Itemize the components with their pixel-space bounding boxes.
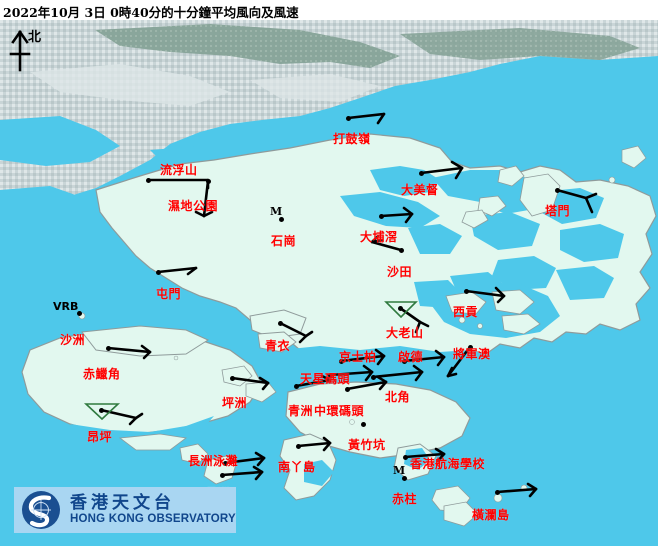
station-label[interactable]: 大埔滘 (360, 230, 398, 244)
station-label[interactable]: 青洲 (288, 404, 314, 418)
station-marker[interactable] (403, 455, 408, 460)
station-label[interactable]: 西貢 (453, 305, 479, 319)
high-station-triangle-icon (83, 301, 418, 421)
hko-logo: 香港天文台 HONG KONG OBSERVATORY (14, 487, 236, 533)
station-marker[interactable] (398, 306, 403, 311)
map-canvas[interactable]: 打鼓嶺流浮山濕地公園 M 石崗 大美督塔門大埔滘沙田西貢大老山 屯門 VRB 沙洲赤鱲角 青衣… (0, 20, 658, 546)
station-marker[interactable] (345, 387, 350, 392)
station-marker[interactable] (223, 461, 228, 466)
station-marker[interactable] (294, 384, 299, 389)
station-label[interactable]: 京士柏 (339, 350, 377, 364)
station-marker[interactable] (464, 289, 469, 294)
station-label[interactable]: 南丫島 (278, 460, 316, 474)
north-arrow-icon (9, 30, 31, 72)
station-marker[interactable] (206, 179, 211, 184)
logo-title-en: HONG KONG OBSERVATORY (70, 513, 236, 526)
station-marker[interactable] (555, 188, 560, 193)
station-marker[interactable] (328, 373, 333, 378)
station-label[interactable]: 青衣 (265, 339, 291, 353)
station-marker[interactable] (361, 422, 366, 427)
station-flag-variable: VRB (53, 300, 79, 313)
station-marker[interactable] (495, 490, 500, 495)
page-title: 2022年10月 3日 0時40分的十分鐘平均風向及風速 (3, 5, 299, 20)
station-label[interactable]: 沙洲 (60, 333, 86, 347)
station-marker[interactable] (220, 473, 225, 478)
station-label[interactable]: 長洲泳灘 (188, 454, 239, 468)
logo-text: 香港天文台 HONG KONG OBSERVATORY (70, 492, 236, 526)
station-label[interactable]: 坪洲 (222, 396, 248, 410)
station-label[interactable]: 打鼓嶺 (333, 132, 371, 146)
station-label[interactable]: 中環碼頭 (314, 404, 365, 418)
wind-barbs-layer (83, 112, 598, 498)
station-label[interactable]: 大美督 (401, 183, 439, 197)
station-label[interactable]: 將軍澳 (453, 347, 491, 361)
station-marker[interactable] (156, 270, 161, 275)
station-label[interactable]: 塔門 (545, 204, 571, 218)
logo-title-zh: 香港天文台 (70, 492, 175, 513)
station-label[interactable]: 濕地公園 (168, 199, 219, 213)
station-marker[interactable] (146, 178, 151, 183)
station-flag-missing: M (393, 464, 406, 477)
hko-logo-icon (22, 491, 60, 529)
station-label[interactable]: 啟德 (398, 350, 424, 364)
station-marker[interactable] (419, 171, 424, 176)
station-flag-missing: M (270, 205, 283, 218)
station-marker[interactable] (379, 214, 384, 219)
station-label[interactable]: 橫瀾島 (472, 508, 510, 522)
station-label[interactable]: 昂坪 (87, 430, 113, 444)
station-marker[interactable] (402, 476, 407, 481)
station-marker[interactable] (230, 376, 235, 381)
map-geography (0, 20, 658, 546)
station-label[interactable]: 流浮山 (160, 163, 198, 177)
station-marker[interactable] (468, 345, 473, 350)
station-label[interactable]: 黃竹坑 (348, 438, 386, 452)
station-marker[interactable] (399, 248, 404, 253)
station-marker[interactable] (346, 116, 351, 121)
station-marker[interactable] (371, 375, 376, 380)
station-marker[interactable] (77, 311, 82, 316)
title-bar: 2022年10月 3日 0時40分的十分鐘平均風向及風速 (0, 0, 658, 20)
station-label[interactable]: 屯門 (156, 287, 182, 301)
station-marker[interactable] (402, 359, 407, 364)
station-label[interactable]: 赤柱 (392, 492, 418, 506)
north-label: 北 (28, 30, 42, 45)
station-marker[interactable] (106, 346, 111, 351)
station-label[interactable]: 香港航海學校 (410, 457, 486, 471)
station-marker[interactable] (99, 408, 104, 413)
station-marker[interactable] (296, 444, 301, 449)
station-label[interactable]: 大老山 (386, 326, 424, 340)
station-marker[interactable] (279, 217, 284, 222)
station-marker[interactable] (339, 359, 344, 364)
station-marker[interactable] (278, 321, 283, 326)
station-label[interactable]: 沙田 (387, 265, 413, 279)
station-label[interactable]: 北角 (385, 390, 411, 404)
station-label[interactable]: 石崗 (271, 234, 297, 248)
station-label[interactable]: 赤鱲角 (83, 367, 121, 381)
station-label[interactable]: 天星碼頭 (300, 372, 351, 386)
